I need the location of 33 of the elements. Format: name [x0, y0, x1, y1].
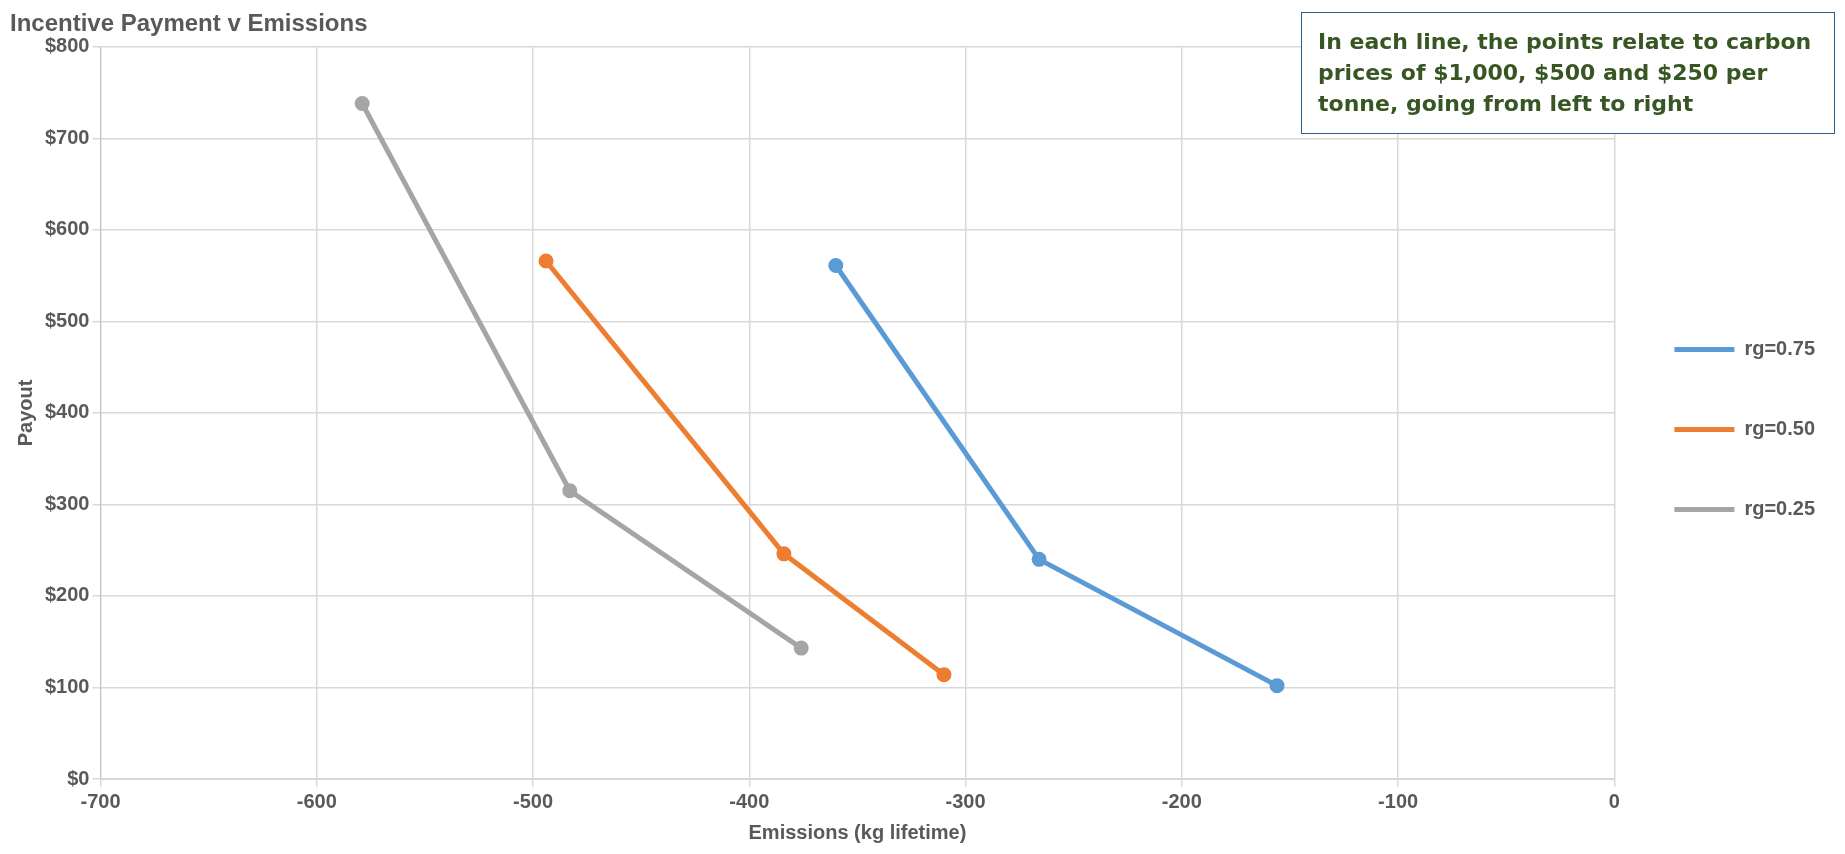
- y-tick-label: $0: [67, 766, 90, 789]
- point: [1269, 678, 1285, 694]
- y-axis-title: Payout: [13, 379, 36, 447]
- y-tick-label: $700: [44, 125, 90, 148]
- point: [828, 258, 844, 274]
- y-tick-label: $600: [44, 217, 90, 240]
- point: [936, 667, 952, 683]
- x-tick-label: -100: [1378, 789, 1419, 812]
- y-tick-label: $300: [44, 491, 90, 514]
- x-tick-label: -400: [729, 789, 770, 812]
- x-tick-label: -200: [1161, 789, 1202, 812]
- point: [793, 640, 809, 656]
- y-tick-label: $800: [44, 34, 90, 57]
- y-tick-label: $500: [44, 308, 90, 331]
- point: [562, 483, 578, 499]
- point: [776, 546, 792, 562]
- point: [538, 253, 554, 269]
- annotation: In each line, the points relate to carbon prices of $1,000, $500 and $250 per tonne, going from left to right: [1301, 12, 1835, 135]
- legend-label: rg=0.25: [1744, 497, 1815, 520]
- x-tick-label: 0: [1608, 789, 1620, 812]
- y-tick-label: $400: [44, 400, 90, 423]
- x-tick-label: -300: [945, 789, 986, 812]
- x-axis-title: Emissions (kg lifetime): [748, 820, 967, 843]
- x-tick-label: -500: [513, 789, 554, 812]
- point: [354, 96, 370, 112]
- x-tick-label: -600: [296, 789, 337, 812]
- y-tick-label: $200: [44, 583, 90, 606]
- legend-label: rg=0.75: [1744, 337, 1815, 360]
- point: [1031, 551, 1047, 567]
- y-tick-label: $100: [44, 674, 90, 697]
- legend-label: rg=0.50: [1744, 417, 1815, 440]
- chart-title: Incentive Payment v Emissions: [10, 9, 368, 37]
- x-tick-label: -700: [80, 789, 121, 812]
